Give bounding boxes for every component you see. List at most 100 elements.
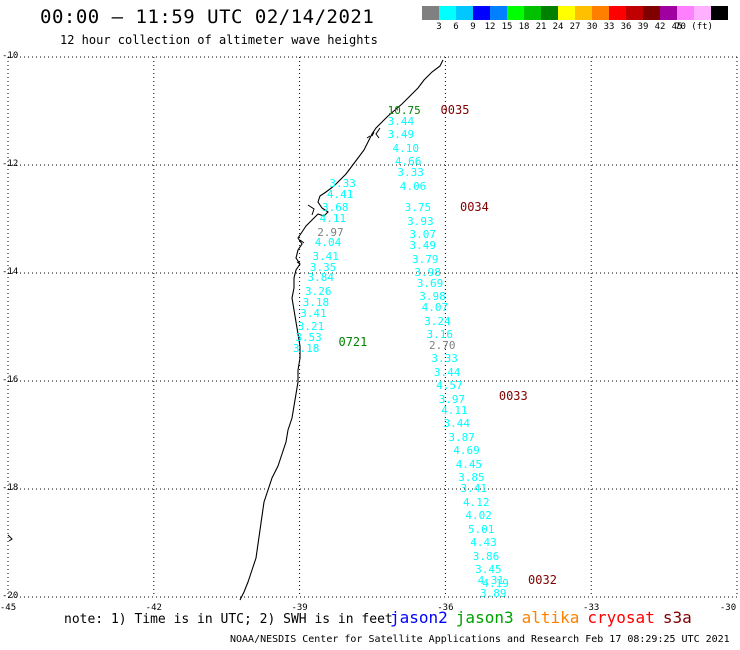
colorbar-swatch	[626, 6, 643, 20]
x-tick-label: -45	[0, 603, 17, 613]
wave-height-value: 3.44	[433, 365, 461, 379]
pass-number: 0033	[498, 389, 528, 404]
wave-height-value: 10.75	[387, 104, 421, 117]
colorbar-label: 12	[484, 22, 496, 32]
colorbar-label: 45	[671, 22, 683, 32]
wave-height-value: 3.18	[302, 295, 330, 309]
legend-entry-jason3: jason3	[455, 608, 514, 627]
wave-height-value: 4.45	[455, 457, 483, 471]
colorbar-swatch	[541, 6, 558, 20]
colorbar-label: 70 (ft)	[675, 22, 713, 32]
colorbar-swatch	[507, 6, 524, 20]
wave-height-value: 3.49	[409, 239, 437, 252]
wave-height-value: 3.69	[416, 276, 444, 290]
island	[296, 127, 381, 265]
y-tick-label: -20	[2, 591, 19, 601]
wave-height-value: 3.21	[297, 320, 325, 333]
footnote: note: 1) Time is in UTC; 2) SWH is in fe…	[64, 612, 393, 627]
legend-entry-altika: altika	[521, 608, 580, 627]
wave-height-value: 3.98	[414, 266, 441, 279]
wave-height-value: 3.07	[409, 228, 437, 242]
coast-marker	[7, 534, 13, 542]
colorbar-swatch	[694, 6, 711, 20]
colorbar-label: 15	[501, 22, 513, 32]
wave-height-value: 3.68	[322, 201, 349, 215]
colorbar-swatch	[456, 6, 473, 20]
wave-height-value: 3.84	[307, 271, 334, 285]
wave-height-value: 3.86	[472, 549, 500, 563]
wave-height-value: 3.18	[292, 341, 320, 355]
colorbar-label: 33	[603, 22, 615, 32]
wave-height-value: 3.16	[426, 328, 454, 342]
colorbar-label: 39	[637, 22, 649, 32]
legend-entry-cryosat: cryosat	[587, 608, 655, 627]
wave-height-value: 3.89	[480, 587, 507, 601]
wave-height-value: 4.69	[453, 444, 480, 458]
pass-number: 0721	[338, 335, 368, 350]
wave-height-value: 3.35	[309, 260, 337, 274]
colorbar-swatch	[609, 6, 626, 20]
x-tick-label: -39	[291, 603, 308, 613]
pass-number: 0032	[528, 572, 557, 587]
colorbar-swatch	[660, 6, 677, 20]
y-tick-label: -18	[2, 483, 19, 493]
wave-height-value: 4.07	[421, 301, 449, 315]
wave-height-value: 3.87	[448, 430, 475, 444]
x-tick-label: -33	[583, 603, 600, 613]
coastline	[239, 59, 444, 601]
wave-height-value: 3.44	[387, 114, 415, 128]
colorbar-label: 42	[654, 22, 666, 32]
wave-height-value: 3.41	[460, 482, 488, 495]
wave-height-value: 3.33	[431, 352, 458, 366]
wave-height-value: 4.12	[462, 495, 490, 509]
colorbar-label: 24	[552, 22, 564, 32]
y-tick-label: -14	[2, 267, 19, 277]
wave-height-value: 2.97	[317, 225, 344, 239]
wave-height-value: 3.41	[300, 306, 327, 320]
wave-height-value: 2.70	[428, 338, 456, 352]
wave-height-value: 4.10	[392, 141, 420, 155]
wave-height-value: 3.75	[404, 201, 432, 215]
colorbar-swatch	[473, 6, 490, 20]
wave-height-value: 4.11	[441, 403, 468, 417]
colorbar-swatch	[592, 6, 609, 20]
lat-lon-grid	[7, 56, 738, 598]
y-tick-label: -16	[2, 375, 19, 385]
pass-number: 0034	[459, 200, 489, 215]
wave-height-value: 3.45	[475, 563, 502, 576]
wave-height-value: 3.93	[407, 214, 434, 228]
map-title: 00:00 – 11:59 UTC 02/14/2021	[40, 6, 375, 28]
wave-height-value: 4.11	[319, 212, 347, 225]
wave-height-value: 4.31	[477, 573, 505, 587]
colorbar-label: 3	[436, 22, 442, 32]
colorbar-swatch	[439, 6, 456, 20]
x-tick-label: -30	[719, 603, 737, 613]
x-tick-label: -36	[437, 603, 454, 613]
legend-entry-s3a: s3a	[662, 608, 692, 627]
wave-height-value: 3.44	[443, 417, 471, 431]
legend-entry-jason2: jason2	[390, 608, 448, 627]
colorbar-swatch	[575, 6, 592, 20]
satellite-legend: jason2 jason3 altika cryosat s3a	[390, 608, 700, 627]
colorbar	[422, 6, 728, 20]
map-subtitle: 12 hour collection of altimeter wave hei…	[60, 33, 378, 47]
wave-height-value: 3.24	[424, 314, 451, 328]
colorbar-label: 9	[470, 22, 476, 32]
wave-height-value: 4.02	[465, 509, 492, 522]
wave-height-value: 4.06	[399, 179, 427, 193]
pass-number: 0035	[440, 103, 470, 117]
colorbar-swatch	[643, 6, 660, 20]
wave-height-value: 3.33	[397, 166, 424, 180]
colorbar-swatch	[524, 6, 541, 20]
colorbar-label: 21	[535, 22, 547, 32]
wave-height-value: 3.49	[387, 128, 415, 142]
wave-height-value: 5.01	[467, 522, 495, 536]
colorbar-label: 6	[453, 22, 459, 32]
wave-height-value: 4.41	[326, 187, 354, 201]
x-tick-label: -42	[145, 603, 162, 613]
colorbar-label: 36	[620, 22, 632, 32]
wave-height-value: 4.57	[436, 379, 463, 393]
wave-height-value: 3.26	[305, 284, 332, 298]
wave-height-value: 4.04	[314, 236, 342, 250]
